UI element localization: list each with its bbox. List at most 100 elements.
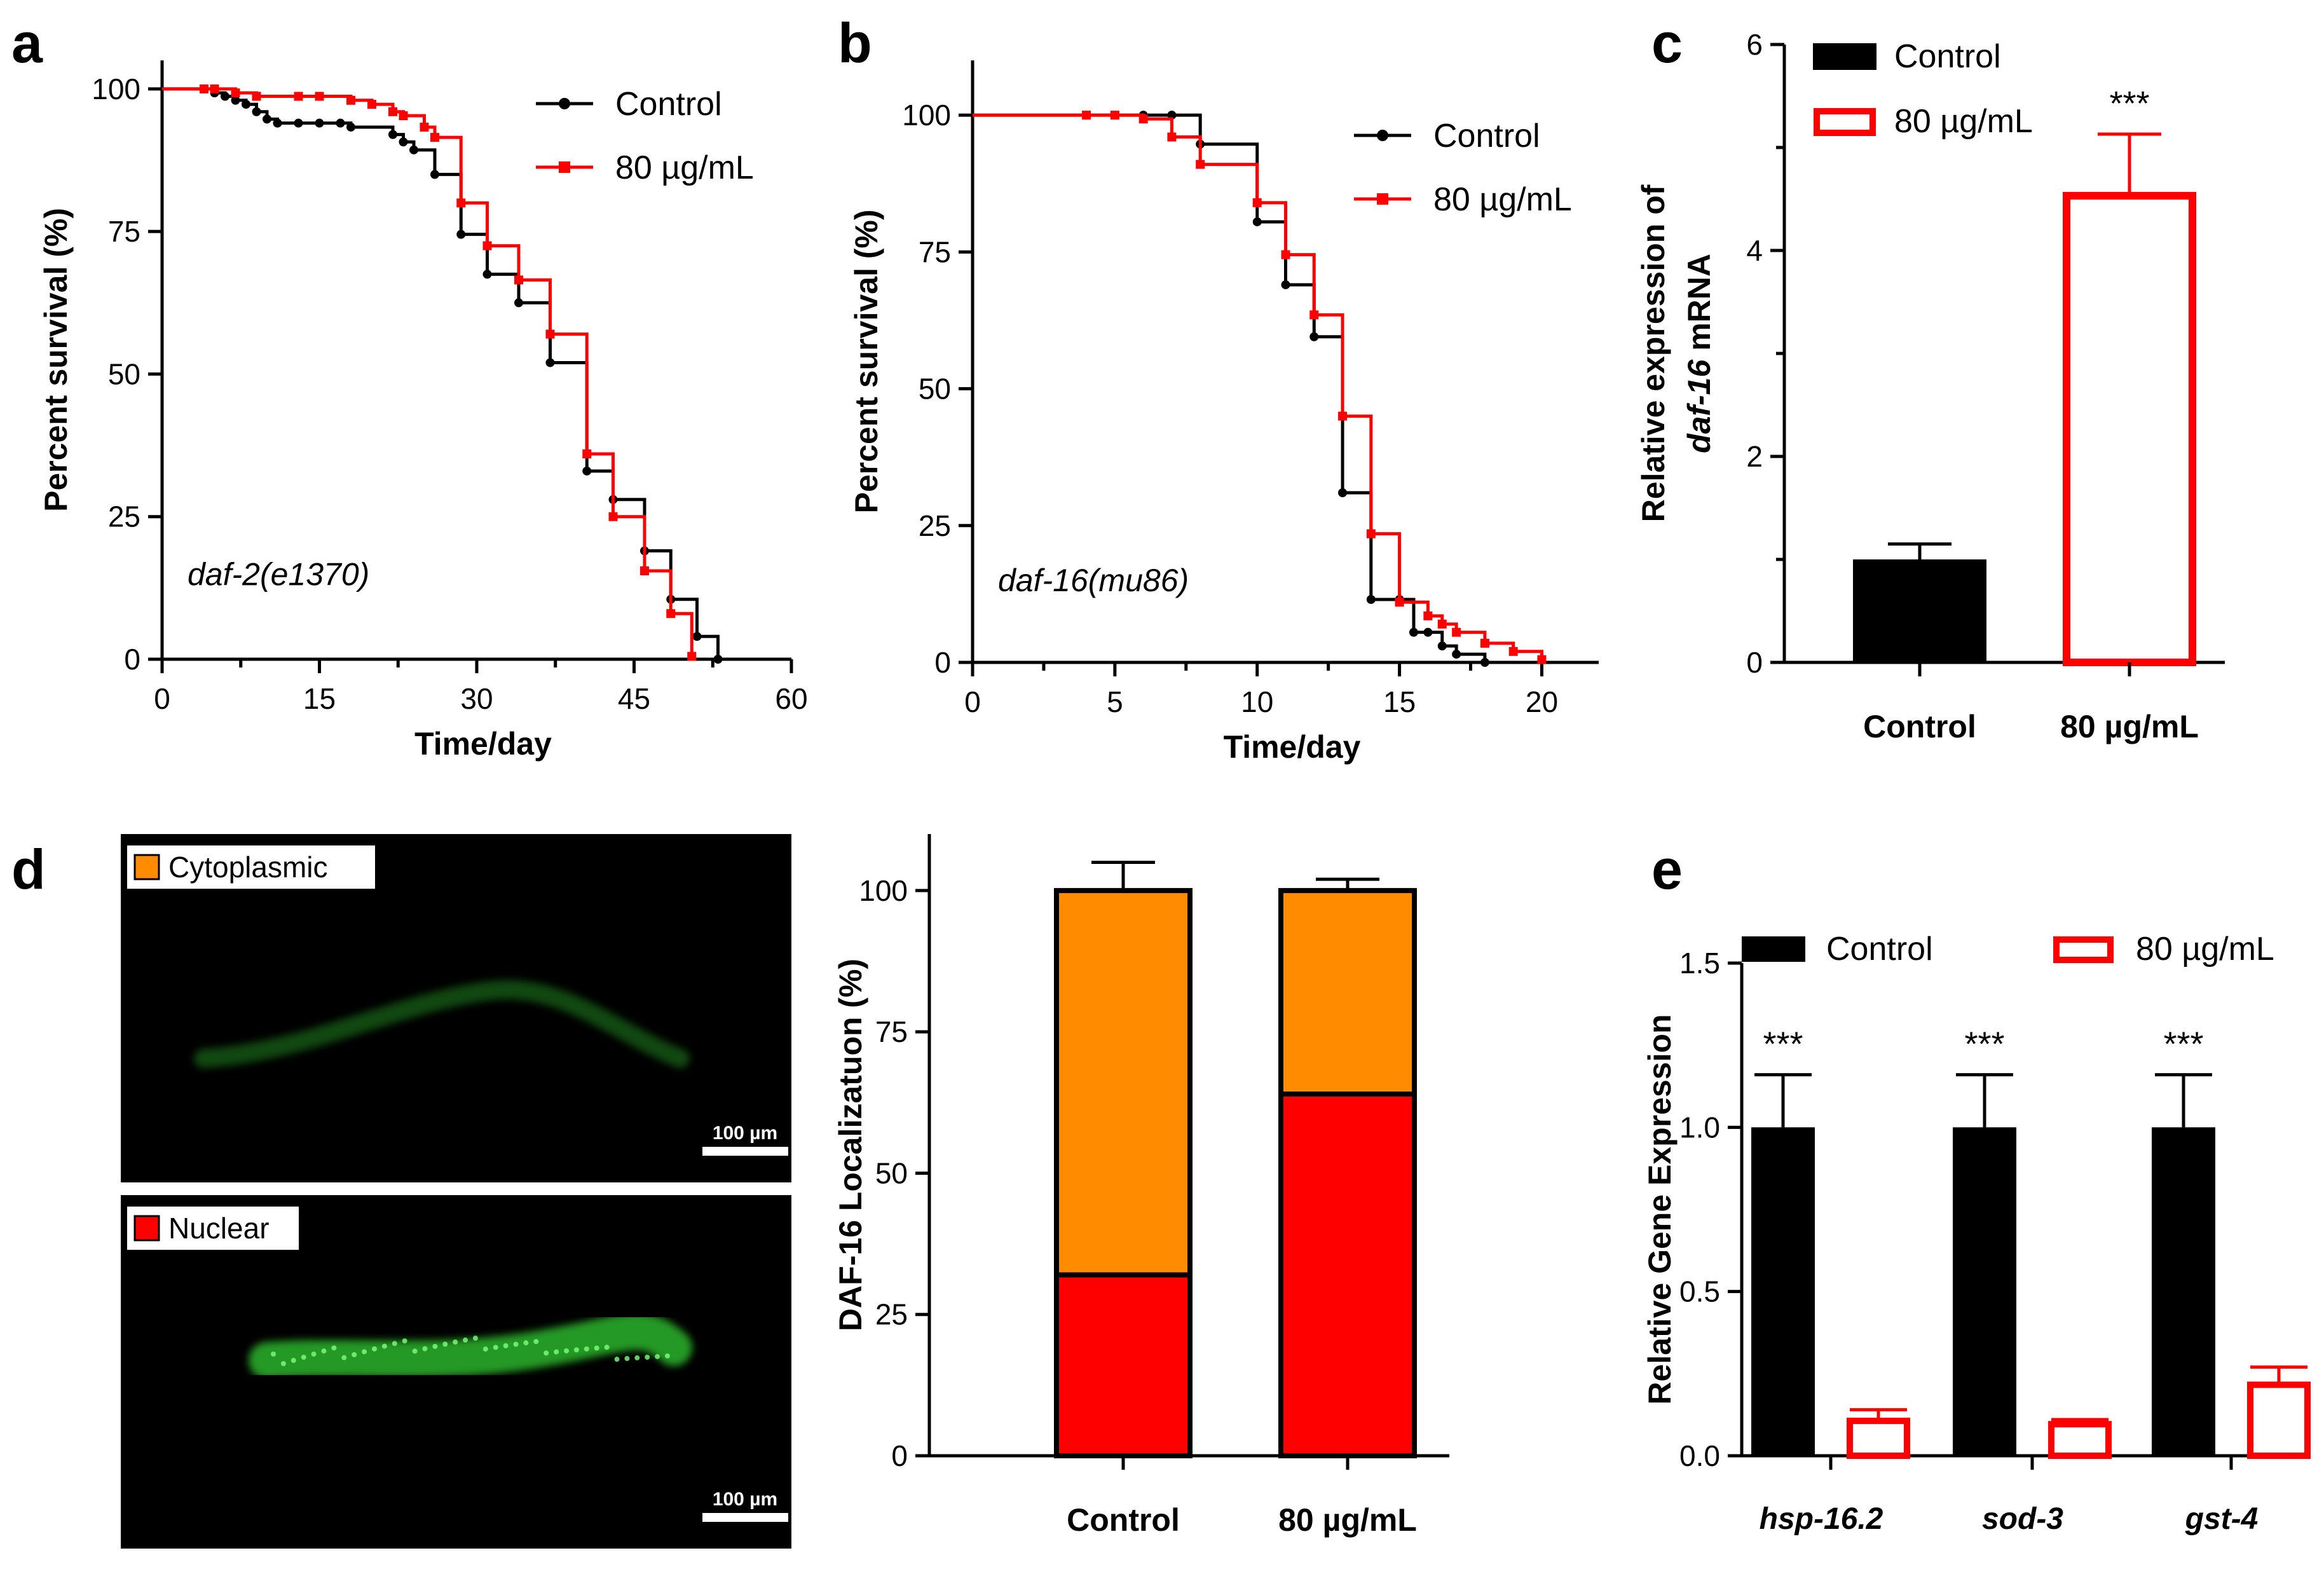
censor-point-a-control [545,358,555,367]
tag-swatch-1 [133,1215,160,1242]
censor-point-b-control [1338,488,1348,498]
x-axis-title-a: Time/day [414,726,552,762]
panel-label-d: d [11,838,46,901]
category-label-c: Control [1863,709,1976,744]
x-tick-label-b: 10 [1241,685,1273,718]
censor-point-b-treated [1196,160,1205,169]
y-tick-label-c: 6 [1746,28,1763,61]
censor-point-b-control [1281,280,1290,289]
nuclear-speck [381,1343,387,1349]
scale-label-0: 100 µm [713,1123,777,1144]
censor-point-b-treated [1395,598,1404,607]
x-tick-label-b: 20 [1526,685,1558,718]
nuclear-speck [362,1349,367,1355]
censor-point-b-treated [1082,111,1091,120]
y-tick-label-a: 25 [108,500,140,533]
nuclear-speck [624,1356,630,1362]
censor-point-b-treated [1537,655,1547,664]
y-axis-title-c-gene: daf-16 [1681,359,1717,453]
gene-label-e: sod-3 [1982,1502,2063,1536]
legend-label-e-control: Control [1826,931,1933,968]
nuclear-speck [271,1352,276,1357]
nuclear-speck [523,1340,529,1346]
y-tick-label-a: 0 [124,643,140,676]
y-tick-label-e: 0.5 [1679,1275,1720,1308]
bar-d-nuclear-0 [1054,1272,1193,1459]
tag-label-0: Cytoplasmic [168,851,328,884]
censor-point-a-treated [346,95,355,105]
censor-point-b-control [1366,594,1376,604]
y-tick-label-d: 100 [859,874,908,907]
legend-label-c-treated: 80 µg/mL [1894,103,2033,140]
censor-point-b-treated [1366,529,1376,538]
nuclear-speck [594,1345,599,1351]
tag-swatch-0 [133,854,160,880]
x-tick-label-a: 30 [460,682,493,715]
legend-label-a-0: Control [615,86,722,123]
censor-point-a-treated [640,566,649,575]
bar-e-treated-0 [1847,1418,1910,1460]
nuclear-speck [402,1338,407,1344]
panel-label-a: a [11,11,43,74]
nuclear-speck [493,1345,498,1350]
y-tick-label-d: 50 [875,1156,908,1189]
y-tick-label-d: 75 [875,1015,908,1048]
category-label-c: 80 µg/mL [2060,709,2199,744]
tag-box-0 [127,845,375,889]
censor-point-b-treated [1423,611,1433,620]
y-tick-label-d: 0 [891,1439,908,1472]
x-tick-label-b: 5 [1107,685,1123,718]
censor-point-a-treated [294,92,303,101]
censor-point-b-treated [1508,647,1518,656]
censor-point-b-treated [1110,111,1119,120]
bar-c-control [1853,559,1986,662]
censor-point-a-treated [315,92,324,101]
censor-point-b-treated [1252,198,1262,207]
nuclear-speck [422,1346,428,1352]
legend-label-b-0: Control [1433,118,1540,154]
nuclear-speck [533,1339,539,1345]
censor-point-a-control [514,298,523,308]
nuclear-speck [665,1353,670,1358]
y-tick-label-a: 50 [108,357,140,390]
censor-point-a-control [346,122,355,132]
nuclear-speck [554,1349,559,1355]
legend-label-e-treated: 80 µg/mL [2136,931,2274,968]
y-tick-label-a: 75 [108,215,140,248]
censor-point-a-control [692,632,702,641]
y-tick-label-b: 0 [934,646,951,679]
y-tick-label-d: 25 [875,1298,908,1331]
panel-label-e: e [1651,838,1683,901]
y-tick-label-e: 0.0 [1679,1439,1720,1472]
censor-point-a-control [482,270,492,279]
significance-e: *** [1763,1025,1803,1064]
gene-label-e: hsp-16.2 [1760,1502,1883,1536]
censor-point-a-treated [666,609,676,619]
nuclear-speck [412,1348,418,1354]
nuclear-speck [645,1354,650,1360]
censor-point-b-control [1252,217,1262,226]
significance-e: *** [1964,1025,2004,1064]
significance-e: *** [2163,1025,2203,1064]
nuclear-speck [463,1338,468,1343]
censor-point-a-control [409,145,418,154]
x-tick-label-b: 0 [964,685,981,718]
y-tick-label-c: 2 [1746,440,1763,473]
bar-e-control-0 [1751,1127,1815,1456]
y-axis-title-d: DAF-16 Localizatuon (%) [833,959,868,1331]
censor-point-b-treated [1338,411,1348,421]
legend-marker-b-control [1377,130,1388,141]
y-tick-label-a: 100 [92,72,140,106]
censor-point-a-treated [456,198,466,208]
nuclear-speck [453,1339,458,1345]
legend-marker-b-treated [1377,193,1388,205]
y-tick-label-e: 1.5 [1679,947,1720,980]
censor-point-a-control [399,137,408,147]
censor-point-a-control [336,118,345,128]
censor-point-a-control [221,92,229,101]
censor-point-b-control [1309,332,1319,341]
censor-point-b-control [1409,627,1418,637]
censor-point-a-treated [430,133,439,142]
censor-point-a-control [315,118,324,128]
y-tick-label-b: 75 [919,235,951,268]
